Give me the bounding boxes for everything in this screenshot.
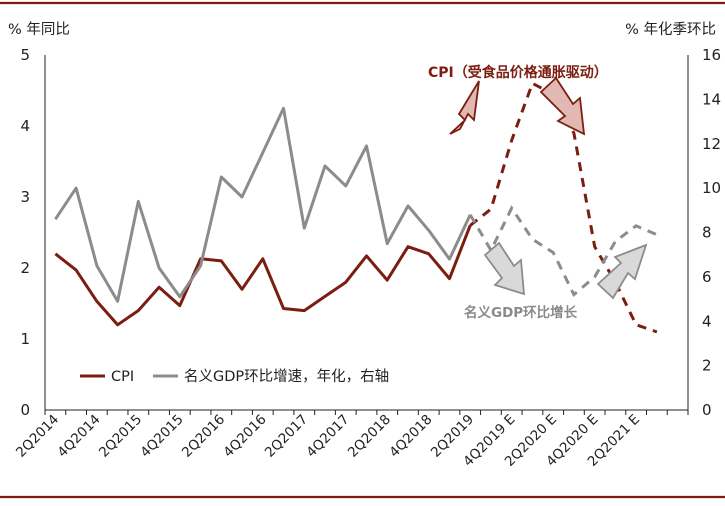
left-axis-unit: % 年同比 [8, 21, 70, 38]
cpi-annotation: CPI（受食品价格通胀驱动） [428, 64, 608, 81]
annotation-arrows [449, 76, 648, 300]
gdp-annotation: 名义GDP环比增长 [464, 304, 578, 321]
x-tick-label: 2Q2018 [345, 412, 394, 461]
y-right-tick-label: 4 [702, 312, 712, 330]
x-tick-label: 4Q2014 [54, 412, 103, 461]
y-right-tick-label: 8 [702, 224, 712, 242]
y-left-tick-label: 4 [20, 117, 30, 135]
y-right-tick-label: 12 [702, 135, 721, 153]
gdp-line-forecast [468, 205, 658, 297]
x-tick-label: 4Q2016 [220, 412, 269, 461]
right-axis-unit: % 年化季环比 [625, 21, 716, 38]
series-lines [54, 81, 658, 334]
arrow-gdp-up-icon [596, 243, 648, 300]
y-right-tick-label: 0 [702, 401, 712, 419]
x-tick-label: 4Q2017 [303, 412, 352, 461]
y-right-tick-label: 2 [702, 357, 712, 375]
cpi-line-actual [54, 224, 472, 327]
y-right-tick-label: 10 [702, 179, 721, 197]
x-tick-label: 2Q2017 [262, 412, 311, 461]
y-left-tick-label: 3 [20, 188, 30, 206]
arrow-cpi-down-icon [539, 76, 586, 136]
y-left-tick-label: 5 [20, 46, 30, 64]
y-right-tick-label: 14 [702, 90, 721, 108]
x-tick-label: 4Q2015 [137, 412, 186, 461]
x-tick-label: 4Q2018 [386, 412, 435, 461]
y-right-tick-label: 6 [702, 268, 712, 286]
legend-cpi-label: CPI [111, 369, 134, 385]
arrow-cpi-up-icon [449, 80, 480, 135]
arrow-gdp-down-icon [483, 241, 526, 296]
gdp-line-actual [54, 106, 472, 303]
axes [44, 55, 689, 415]
y-left-tick-label: 2 [20, 259, 30, 277]
x-tick-label: 2Q2015 [96, 412, 145, 461]
y-left-tick-label: 1 [20, 330, 30, 348]
y-left-tick-label: 0 [20, 401, 30, 419]
y-right-tick-label: 16 [702, 46, 721, 64]
cpi-line-forecast [469, 81, 658, 334]
legend: CPI 名义GDP环比增速，年化，右轴 [80, 368, 389, 385]
legend-gdp-label: 名义GDP环比增速，年化，右轴 [184, 368, 389, 385]
x-tick-label: 2Q2016 [179, 412, 228, 461]
